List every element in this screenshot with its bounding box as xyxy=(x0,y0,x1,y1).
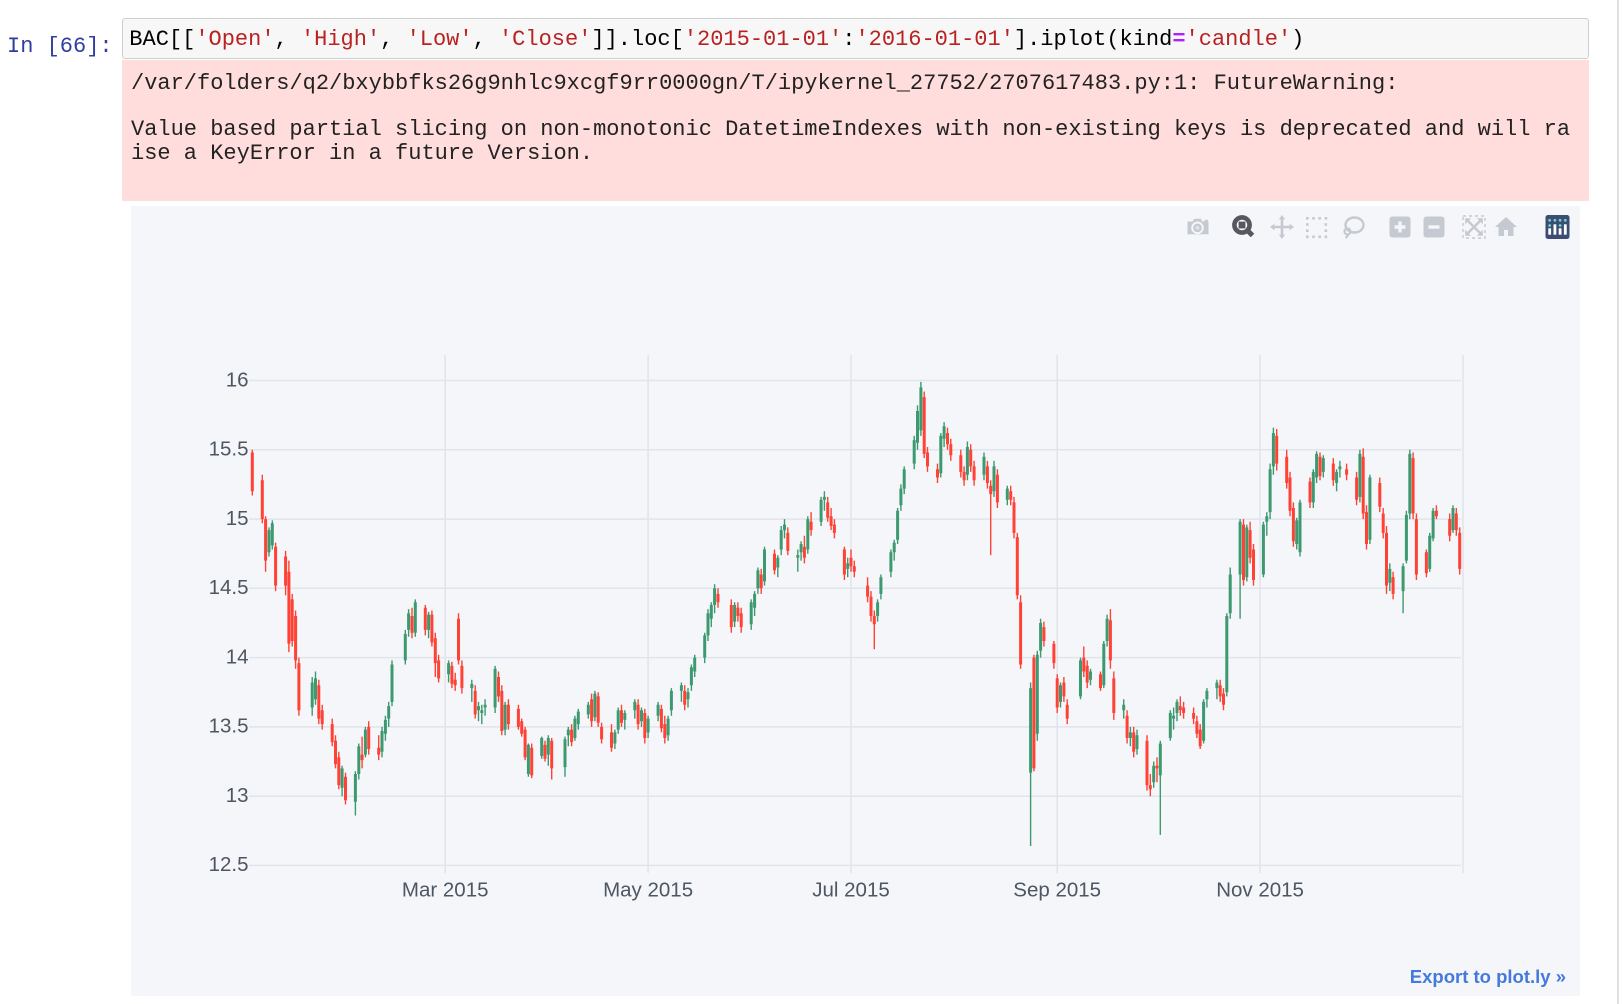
svg-text:14.5: 14.5 xyxy=(209,576,249,599)
svg-text:14: 14 xyxy=(226,645,249,668)
svg-text:Mar 2015: Mar 2015 xyxy=(402,879,489,902)
svg-text:May 2015: May 2015 xyxy=(603,879,693,902)
svg-text:Nov 2015: Nov 2015 xyxy=(1216,879,1304,902)
svg-text:12.5: 12.5 xyxy=(209,853,249,876)
svg-text:15: 15 xyxy=(226,507,249,530)
svg-text:13: 13 xyxy=(226,784,249,807)
svg-text:Jul 2015: Jul 2015 xyxy=(812,879,890,902)
svg-text:Export to plot.ly »: Export to plot.ly » xyxy=(1410,966,1566,987)
svg-text:Sep 2015: Sep 2015 xyxy=(1013,879,1101,902)
svg-text:15.5: 15.5 xyxy=(209,438,249,461)
svg-text:13.5: 13.5 xyxy=(209,715,249,738)
svg-text:16: 16 xyxy=(226,368,249,391)
